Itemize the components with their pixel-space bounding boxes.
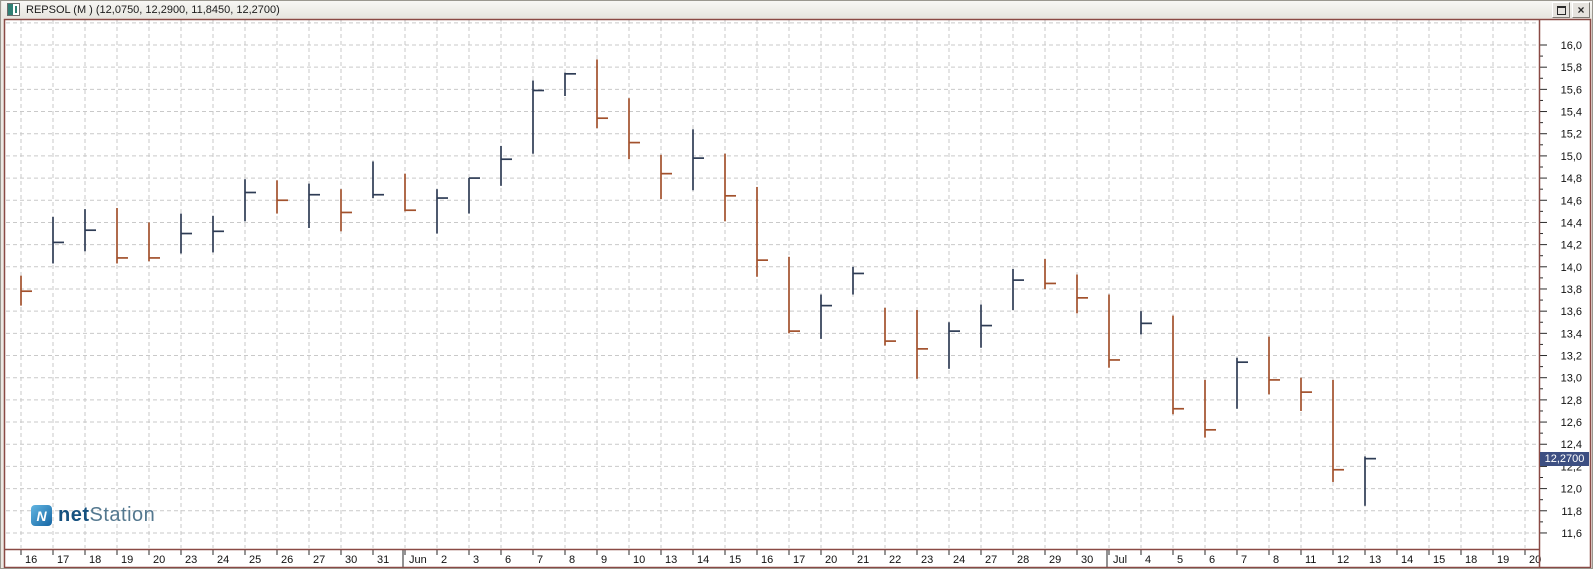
x-axis-label: 28 <box>1017 554 1029 566</box>
x-axis-label: 15 <box>1433 554 1445 566</box>
x-axis-label: Jun <box>409 554 427 566</box>
x-axis-label: 8 <box>569 554 575 566</box>
y-axis-label: 11,6 <box>1561 528 1582 540</box>
y-axis-label: 15,6 <box>1561 84 1582 96</box>
x-axis-label: 22 <box>889 554 901 566</box>
x-axis-label: 18 <box>1465 554 1477 566</box>
y-axis-label: 15,4 <box>1561 107 1582 119</box>
y-axis-label: 14,6 <box>1561 195 1582 207</box>
y-axis-label: 13,2 <box>1561 351 1582 363</box>
x-axis-label: 17 <box>57 554 69 566</box>
y-axis-label: 13,8 <box>1561 284 1582 296</box>
y-axis-label: 13,0 <box>1561 373 1582 385</box>
x-axis-label: 19 <box>121 554 133 566</box>
x-axis-label: 7 <box>537 554 543 566</box>
window-content-border <box>3 18 1592 568</box>
netstation-logo-icon: N <box>31 505 52 526</box>
last-price-tag: 12,2700 <box>1540 452 1589 466</box>
x-axis-label: 4 <box>1145 554 1151 566</box>
x-axis-label: 31 <box>377 554 389 566</box>
x-axis-label: 16 <box>25 554 37 566</box>
x-axis-label: 8 <box>1273 554 1279 566</box>
y-axis-label: 13,4 <box>1561 328 1582 340</box>
x-axis-label: 11 <box>1305 554 1316 566</box>
x-axis-label: 19 <box>1497 554 1509 566</box>
x-axis-label: 26 <box>281 554 293 566</box>
x-axis-label: 5 <box>1177 554 1183 566</box>
x-axis-label: 20 <box>825 554 837 566</box>
x-axis-label: 30 <box>345 554 357 566</box>
x-axis-label: 13 <box>665 554 677 566</box>
y-axis-label: 15,8 <box>1561 62 1582 74</box>
plot-area[interactable] <box>5 19 1539 549</box>
x-axis-pane <box>5 549 1539 567</box>
x-axis-label: 9 <box>601 554 607 566</box>
y-axis-label: 12,6 <box>1561 417 1582 429</box>
y-axis-label: 12,4 <box>1561 439 1582 451</box>
x-axis-label: 25 <box>249 554 261 566</box>
x-axis-label: 13 <box>1369 554 1381 566</box>
x-axis-label: 20 <box>153 554 165 566</box>
y-axis-label: 16,0 <box>1561 40 1582 52</box>
x-axis-label: 20 <box>1529 554 1541 566</box>
window-titlebar[interactable]: REPSOL (M ) (12,0750, 12,2900, 11,8450, … <box>2 1 1592 18</box>
y-axis-label: 14,0 <box>1561 262 1582 274</box>
y-axis-label: 15,2 <box>1561 129 1582 141</box>
window-controls: × <box>1552 2 1590 18</box>
logo-text-net: net <box>58 504 90 526</box>
y-axis-label: 12,8 <box>1561 395 1582 407</box>
x-axis-label: 7 <box>1241 554 1247 566</box>
x-axis-label: 23 <box>921 554 933 566</box>
x-axis-label: 27 <box>985 554 997 566</box>
x-axis-label: 3 <box>473 554 479 566</box>
y-axis-label: 14,8 <box>1561 173 1582 185</box>
x-axis-label: 29 <box>1049 554 1061 566</box>
logo-text-station: Station <box>89 504 156 526</box>
x-axis-label: 12 <box>1337 554 1349 566</box>
x-axis-label: 10 <box>633 554 645 566</box>
netstation-logo: N net Station <box>31 504 155 527</box>
x-axis-label: 23 <box>185 554 197 566</box>
x-axis-label: 6 <box>505 554 511 566</box>
x-axis-label: 27 <box>313 554 325 566</box>
restore-icon <box>1556 5 1566 15</box>
x-axis-label: 16 <box>761 554 773 566</box>
x-axis-label: 14 <box>1401 554 1413 566</box>
close-icon: × <box>1577 3 1585 17</box>
x-axis-label: 15 <box>729 554 741 566</box>
x-axis-label: 30 <box>1081 554 1093 566</box>
y-axis-label: 15,0 <box>1561 151 1582 163</box>
x-axis-label: 18 <box>89 554 101 566</box>
close-button[interactable]: × <box>1572 2 1590 18</box>
x-axis-label: 21 <box>857 554 869 566</box>
x-axis-label: 24 <box>953 554 965 566</box>
restore-button[interactable] <box>1552 2 1570 18</box>
x-axis-label: 6 <box>1209 554 1215 566</box>
y-axis-label: 14,2 <box>1561 240 1582 252</box>
x-axis-label: 14 <box>697 554 709 566</box>
chart-app-icon <box>7 3 20 16</box>
y-axis-label: 13,6 <box>1561 306 1582 318</box>
y-axis-label: 12,0 <box>1561 484 1582 496</box>
x-axis-label: 17 <box>793 554 805 566</box>
x-axis-label: Jul <box>1113 554 1127 566</box>
x-axis-label: 2 <box>441 554 447 566</box>
y-axis-pane <box>1539 19 1590 567</box>
x-axis-label: 24 <box>217 554 229 566</box>
y-axis-label: 14,4 <box>1561 217 1582 229</box>
y-axis-label: 11,8 <box>1561 506 1582 518</box>
window-title: REPSOL (M ) (12,0750, 12,2900, 11,8450, … <box>26 3 280 16</box>
